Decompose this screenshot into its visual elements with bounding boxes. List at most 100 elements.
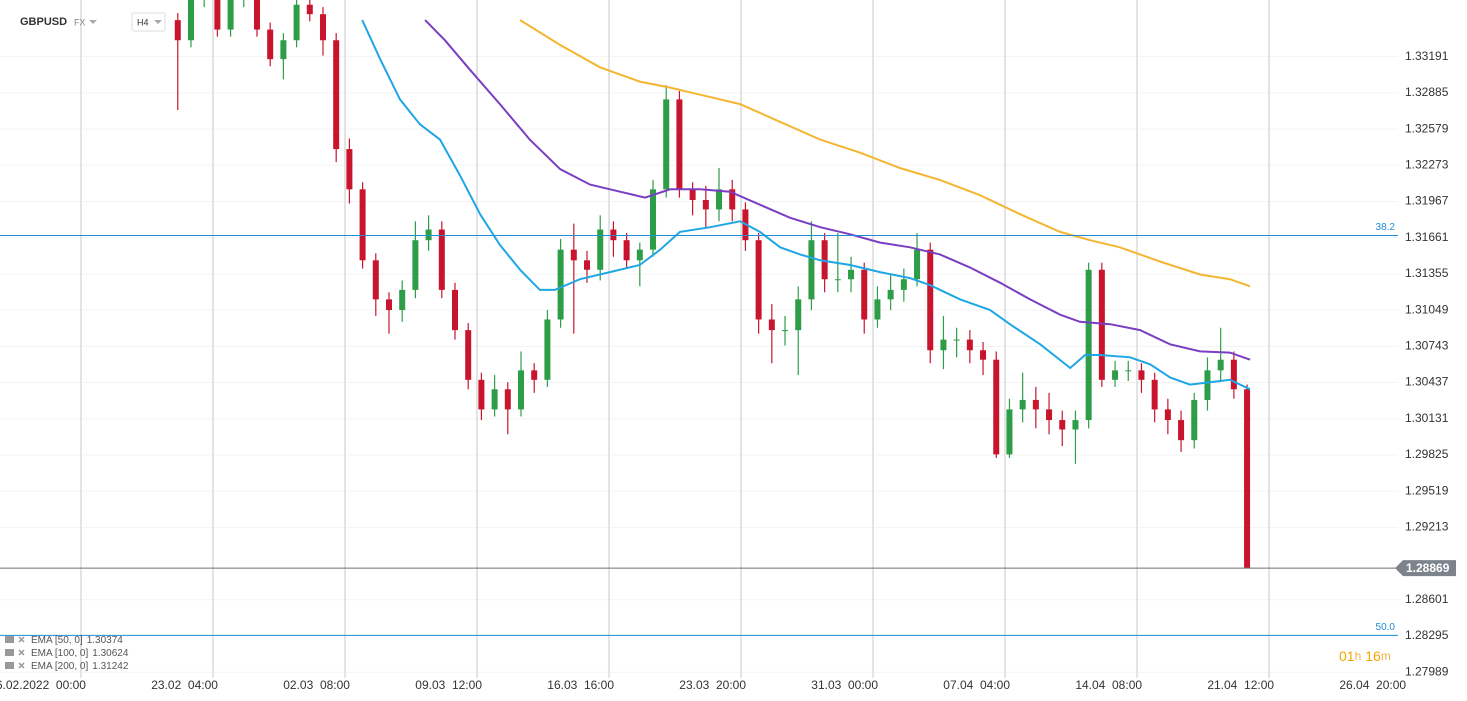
y-tick-label: 1.30743 <box>1405 339 1449 353</box>
candle-body <box>253 0 260 30</box>
candle-body <box>768 319 775 331</box>
candle-body <box>425 229 432 241</box>
x-tick-label: 14.04 08:00 <box>1075 678 1142 692</box>
candle-body <box>1059 420 1066 430</box>
candle-body <box>1230 359 1237 390</box>
legend-entry: EMA [200, 0] 1.31242 <box>31 661 129 672</box>
header: GBPUSD FX H4 <box>20 12 166 32</box>
candle-body <box>1019 399 1026 410</box>
x-tick-label: 23.02 04:00 <box>151 678 218 692</box>
timeframe-dropdown[interactable] <box>131 12 166 32</box>
timeframe: H4 <box>137 17 149 27</box>
legend-value: 1.30624 <box>92 648 129 659</box>
candle-body <box>531 370 538 380</box>
legend-remove-icon[interactable] <box>18 649 25 656</box>
candle-body <box>966 339 973 351</box>
candle-body <box>1178 420 1185 441</box>
candle-body <box>372 260 379 300</box>
candle-body <box>993 359 1000 455</box>
candle-body <box>1006 409 1013 455</box>
countdown: 01h 16m <box>1339 648 1391 664</box>
candle-body <box>306 4 313 15</box>
candle-body <box>557 249 564 320</box>
candle-body <box>1112 370 1119 380</box>
candle-body <box>174 20 181 41</box>
y-tick-label: 1.31661 <box>1405 230 1449 244</box>
candle-body <box>214 0 221 30</box>
level-label: 50.0 <box>1376 622 1396 633</box>
last-price-marker <box>1395 560 1456 577</box>
candle-body <box>187 0 194 41</box>
candle-body <box>1125 370 1132 372</box>
symbol: GBPUSD <box>20 16 67 28</box>
candle-body <box>1046 409 1053 421</box>
candle-body <box>927 249 934 351</box>
candle-body <box>716 189 723 210</box>
candle-body <box>412 240 419 290</box>
y-tick-label: 1.29213 <box>1405 520 1449 534</box>
candle-body <box>1151 379 1158 410</box>
candle-body <box>544 319 551 380</box>
legend-name: EMA [200, 0] <box>31 661 88 672</box>
y-tick-label: 1.31049 <box>1405 302 1449 316</box>
y-tick-label: 1.32579 <box>1405 121 1449 135</box>
candle-body <box>333 40 340 150</box>
candle-body <box>636 249 643 261</box>
market-dropdown-arrow[interactable] <box>89 20 97 24</box>
candle-body <box>1138 370 1145 380</box>
x-tick-label: 09.03 12:00 <box>415 678 482 692</box>
x-tick-label: 31.03 00:00 <box>811 678 878 692</box>
candle-body <box>940 339 947 351</box>
ema-line <box>424 19 1251 361</box>
axes: 1.33191 1.32885 1.32579 1.32273 1.31967 1.316… <box>0 49 1456 692</box>
candle-body <box>267 29 274 60</box>
y-tick-label: 1.30437 <box>1405 375 1449 389</box>
candle-body <box>887 289 894 300</box>
legend-entry: EMA [100, 0] 1.30624 <box>31 648 129 659</box>
candle-body <box>1191 399 1198 441</box>
candle-body <box>346 149 353 190</box>
y-tick-label: 1.31967 <box>1405 194 1449 208</box>
legend-menu-icon[interactable] <box>5 649 14 656</box>
x-tick-label: 07.04 04:00 <box>943 678 1010 692</box>
ema-line <box>361 19 1251 391</box>
y-tick-label: 1.32273 <box>1405 157 1449 171</box>
candle-body <box>1244 389 1251 568</box>
candle-body <box>280 40 287 60</box>
candle-body <box>1085 269 1092 421</box>
candle-body <box>451 289 458 331</box>
legend-name: EMA [50, 0] <box>31 635 83 646</box>
candle-body <box>1217 359 1224 371</box>
last-price-label: 1.28869 <box>1406 561 1450 575</box>
market: FX <box>74 17 86 27</box>
legend-value: 1.30374 <box>87 635 124 646</box>
candle-body <box>570 249 577 261</box>
x-tick-label: 26.04 20:00 <box>1339 678 1406 692</box>
x-tick-label: 23.03 20:00 <box>679 678 746 692</box>
candle-body <box>702 199 709 210</box>
legend-menu-icon[interactable] <box>5 636 14 643</box>
candle-body <box>293 4 300 41</box>
candle-body <box>729 189 736 210</box>
candle-body <box>359 189 366 261</box>
x-tick-label: 21.04 12:00 <box>1207 678 1274 692</box>
candle-body <box>518 370 525 410</box>
legend-remove-icon[interactable] <box>18 662 25 669</box>
candle-body <box>1164 409 1171 421</box>
legend-remove-icon[interactable] <box>18 636 25 643</box>
y-tick-label: 1.29825 <box>1405 447 1449 461</box>
candle-body <box>782 330 789 332</box>
candle-body <box>650 189 657 250</box>
candle-body <box>1204 370 1211 400</box>
level-label: 38.2 <box>1376 222 1396 233</box>
legend-menu-icon[interactable] <box>5 662 14 669</box>
x-tick-label: 16.03 16:00 <box>547 678 614 692</box>
timeframe-dropdown-arrow <box>154 20 162 24</box>
candle-body <box>385 299 392 311</box>
candle-body <box>1032 399 1039 410</box>
candle-body <box>676 99 683 190</box>
legend-value: 1.31242 <box>92 661 129 672</box>
countdown-part: 01 <box>1339 648 1355 664</box>
